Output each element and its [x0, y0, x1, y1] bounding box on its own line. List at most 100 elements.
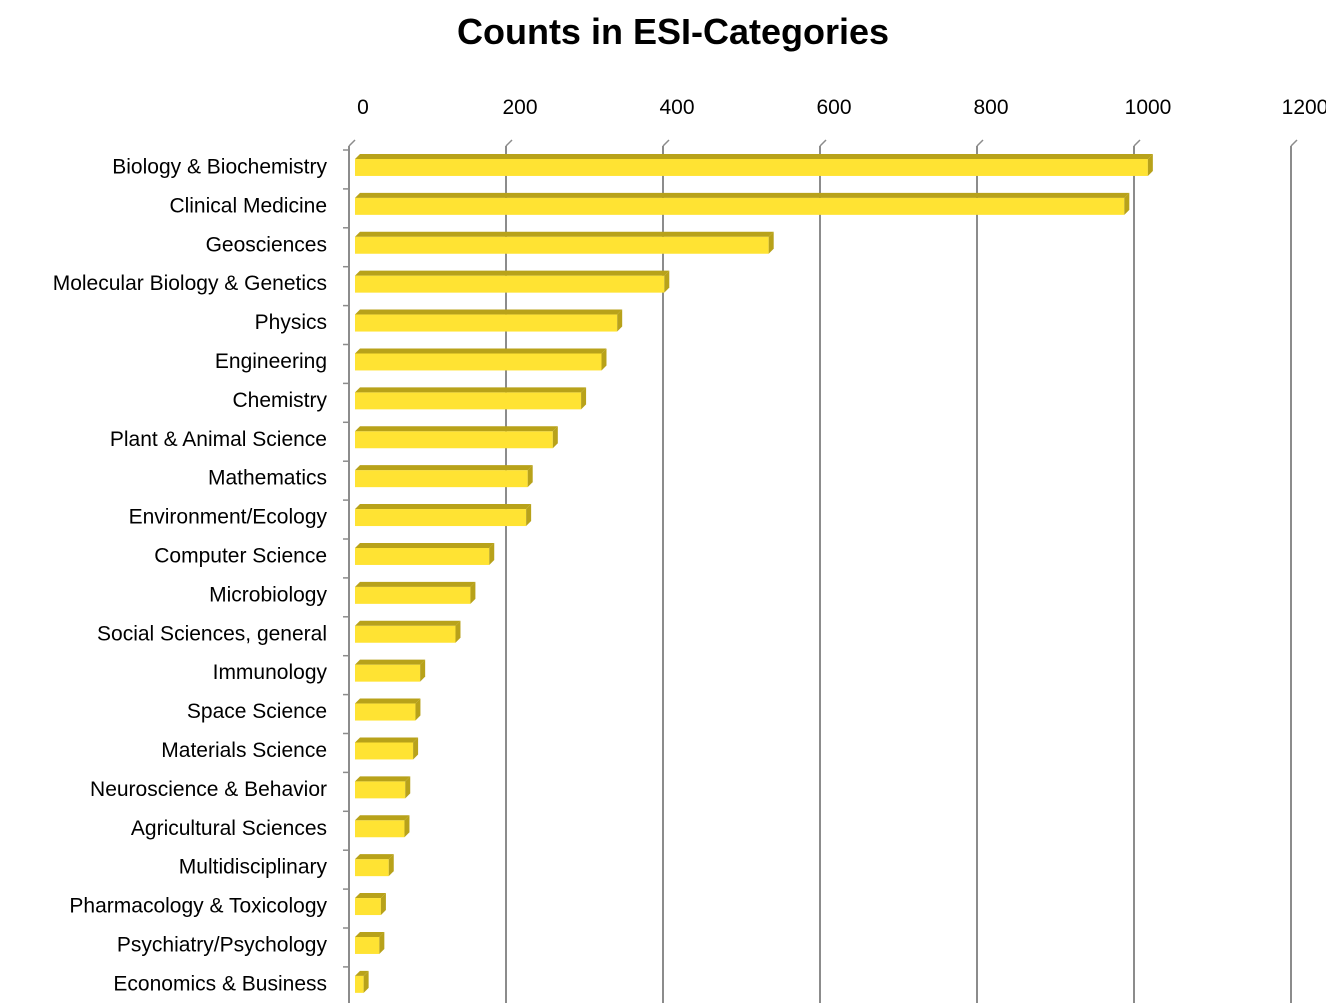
bar: [355, 509, 527, 527]
bar: [355, 236, 769, 254]
category-label: Clinical Medicine: [169, 194, 327, 217]
x-tick-label: 1200: [1282, 96, 1326, 119]
bar-side-face: [489, 542, 495, 565]
bar: [355, 664, 421, 682]
bar-top-face: [355, 192, 1130, 198]
bar-side-face: [420, 659, 426, 682]
bars: [355, 153, 1153, 993]
bar-side-face: [379, 931, 385, 954]
bar-top-face: [355, 737, 419, 743]
bar-group: [355, 348, 607, 371]
category-label: Agricultural Sciences: [131, 817, 327, 840]
bar-top-face: [355, 970, 369, 976]
bar-top-face: [355, 854, 394, 860]
bar-group: [355, 231, 774, 254]
category-label: Neuroscience & Behavior: [90, 778, 327, 801]
bar-top-face: [355, 815, 410, 821]
bar-group: [355, 970, 369, 993]
bar-top-face: [355, 153, 1153, 159]
bar-group: [355, 465, 533, 488]
gridline-top-1: [505, 139, 513, 147]
bar-top-face: [355, 465, 533, 471]
bar: [355, 314, 618, 332]
category-label: Immunology: [213, 661, 328, 684]
category-label: Microbiology: [209, 583, 327, 606]
bar-side-face: [415, 698, 421, 721]
bar: [355, 781, 406, 799]
bar-group: [355, 542, 495, 565]
category-label: Economics & Business: [113, 972, 327, 995]
bar-top-face: [355, 504, 532, 510]
bar-side-face: [413, 737, 419, 760]
bar-group: [355, 270, 670, 293]
category-label: Multidisciplinary: [179, 856, 328, 879]
bar: [355, 547, 490, 565]
chart-title: Counts in ESI-Categories: [457, 11, 889, 52]
bar-side-face: [1124, 192, 1130, 215]
bar-side-face: [552, 426, 558, 449]
bar: [355, 859, 389, 877]
bar-group: [355, 192, 1130, 215]
bar-group: [355, 426, 558, 449]
bar: [355, 703, 416, 721]
bar-group: [355, 659, 426, 682]
bar-top-face: [355, 581, 476, 587]
gridline-top-0: [348, 139, 356, 147]
bar: [355, 898, 381, 916]
gridline-top-6: [1290, 139, 1298, 147]
bar-side-face: [455, 620, 461, 643]
x-tick-label: 600: [816, 96, 851, 119]
category-label: Plant & Animal Science: [110, 428, 327, 451]
bar-side-face: [601, 348, 607, 371]
category-label: Computer Science: [154, 544, 327, 567]
bar-side-face: [380, 893, 386, 916]
bar-group: [355, 387, 587, 410]
bar-side-face: [617, 309, 623, 332]
category-label: Environment/Ecology: [129, 506, 328, 529]
bar-side-face: [768, 231, 774, 254]
bar-group: [355, 815, 410, 838]
x-axis-ticks: 0 200 400 600 800 1000 1200: [357, 96, 1326, 119]
bar-group: [355, 581, 476, 604]
bar: [355, 470, 528, 488]
bar-side-face: [526, 504, 532, 527]
category-label: Space Science: [187, 700, 327, 723]
category-label: Psychiatry/Psychology: [117, 933, 328, 956]
y-axis-labels: Biology & Biochemistry Clinical Medicine G…: [53, 155, 328, 995]
bar-side-face: [527, 465, 533, 488]
category-label: Chemistry: [232, 389, 327, 412]
gridline-top-5: [1133, 139, 1141, 147]
bar-group: [355, 737, 419, 760]
bar-top-face: [355, 348, 607, 354]
bar-group: [355, 153, 1153, 176]
bar-top-face: [355, 270, 670, 276]
bar: [355, 392, 582, 410]
bar: [355, 197, 1125, 215]
bar-group: [355, 776, 411, 799]
bar: [355, 431, 553, 449]
x-tick-label: 1000: [1125, 96, 1172, 119]
category-label: Materials Science: [161, 739, 327, 762]
bar-top-face: [355, 931, 385, 937]
bar: [355, 975, 364, 993]
bar: [355, 625, 456, 643]
bar-side-face: [581, 387, 587, 410]
bar-side-face: [404, 815, 410, 838]
bar-group: [355, 931, 385, 954]
x-tick-label: 400: [659, 96, 694, 119]
x-tick-label: 800: [973, 96, 1008, 119]
bar-top-face: [355, 309, 623, 315]
bar: [355, 820, 405, 838]
gridline-top-4: [976, 139, 984, 147]
bar-top-face: [355, 387, 587, 393]
bar-top-face: [355, 776, 411, 782]
category-label: Pharmacology & Toxicology: [69, 895, 327, 918]
bar-group: [355, 854, 394, 877]
bar: [355, 353, 602, 371]
bar-side-face: [1147, 153, 1153, 176]
bar-side-face: [664, 270, 670, 293]
bar-top-face: [355, 426, 558, 432]
bar-side-face: [388, 854, 394, 877]
bar-group: [355, 893, 386, 916]
